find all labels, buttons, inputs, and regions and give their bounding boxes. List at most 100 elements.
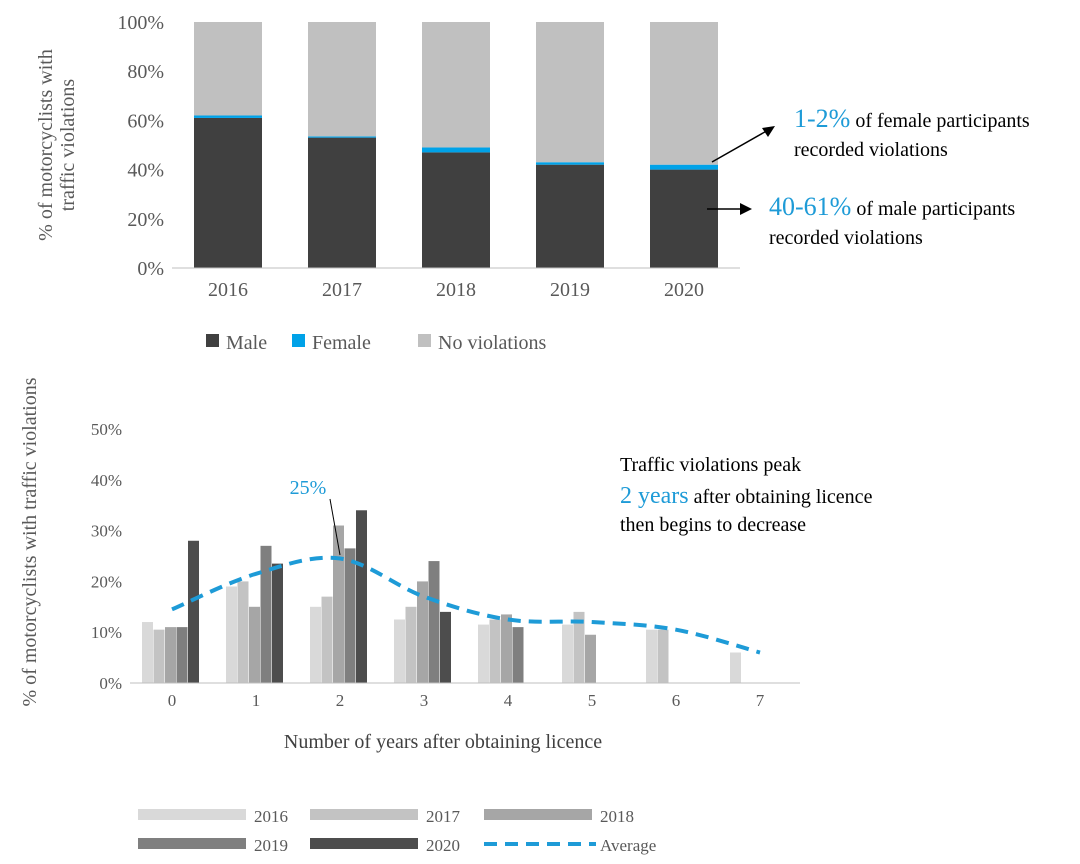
top-x-tick-label: 2016	[208, 279, 248, 301]
peak-annotation-text: after obtaining licence	[689, 486, 873, 508]
bottom-legend-swatch	[484, 809, 592, 820]
male-annotation-highlight: 40-61%	[769, 192, 851, 221]
female-bar-segment	[308, 136, 376, 138]
male-bar-segment	[422, 152, 490, 268]
peak-label: 25%	[290, 477, 327, 499]
top-legend-swatch	[206, 334, 219, 347]
peak-annotation-highlight: 2 years	[620, 483, 689, 509]
top-x-tick-label: 2017	[322, 279, 362, 301]
bar-2020	[188, 540, 199, 683]
top-y-tick-label: 100%	[117, 12, 164, 34]
bar-2016	[478, 624, 489, 683]
bar-2019	[344, 548, 356, 683]
bar-2020	[272, 563, 283, 683]
bar-2016	[562, 624, 573, 683]
no-violations-bar-segment	[422, 22, 490, 148]
female-annotation-text: of female participants	[850, 110, 1030, 132]
male-bar-segment	[536, 164, 604, 268]
bottom-y-axis-title: % of motorcyclists with traffic violatio…	[19, 377, 41, 706]
bar-2017	[321, 596, 333, 683]
bottom-x-tick-label: 1	[252, 691, 261, 710]
female-bar-segment	[194, 115, 262, 118]
bar-2017	[657, 629, 669, 683]
top-y-tick-label: 60%	[127, 110, 164, 132]
male-annotation-line1: 40-61% of male participants	[769, 192, 1015, 221]
male-annotation-line2: recorded violations	[769, 227, 923, 249]
bar-2019	[512, 627, 524, 683]
female-annotation-arrow	[711, 128, 771, 163]
stacked-bar-chart: % of motorcyclists withtraffic violation…	[35, 12, 1030, 354]
average-line	[171, 555, 761, 655]
bar-2020	[440, 611, 451, 683]
bar-2018	[585, 634, 596, 683]
peak-annotation-line2: 2 years after obtaining licence	[620, 483, 873, 509]
bar-2019	[176, 627, 188, 683]
bottom-legend-label: 2018	[600, 807, 634, 826]
female-annotation-line2: recorded violations	[794, 139, 948, 161]
peak-label-leader	[329, 498, 341, 556]
top-y-tick-label: 0%	[137, 258, 164, 280]
bottom-y-tick-label: 20%	[91, 572, 122, 591]
bottom-x-tick-label: 5	[588, 691, 597, 710]
bottom-x-tick-label: 7	[756, 691, 765, 710]
bar-2016	[646, 629, 657, 683]
bottom-legend-label: 2019	[254, 836, 288, 855]
bottom-y-tick-label: 0%	[99, 674, 122, 693]
top-legend-swatch	[292, 334, 305, 347]
male-annotation-arrowhead	[740, 203, 752, 215]
female-bar-segment	[422, 147, 490, 153]
top-x-tick-label: 2018	[436, 279, 476, 301]
no-violations-bar-segment	[308, 22, 376, 137]
bottom-y-tick-label: 10%	[91, 623, 122, 642]
bottom-x-tick-label: 2	[336, 691, 345, 710]
top-legend-swatch	[418, 334, 431, 347]
average-legend-label: Average	[600, 836, 656, 855]
bar-2017	[153, 629, 165, 683]
bottom-legend-swatch	[138, 809, 246, 820]
x-axis-title: Number of years after obtaining licence	[284, 731, 602, 753]
bar-2016	[310, 606, 321, 683]
female-annotation-arrowhead	[762, 126, 775, 137]
bar-2017	[573, 611, 585, 683]
female-annotation-highlight: 1-2%	[794, 104, 850, 133]
bar-2018	[501, 614, 512, 683]
top-legend-label: Male	[226, 332, 267, 354]
bottom-legend-swatch	[310, 809, 418, 820]
bottom-legend: 2016 2017 2018 2019 2020 Average	[138, 807, 656, 855]
bottom-legend-label: 2016	[254, 807, 288, 826]
bottom-x-tick-label: 3	[420, 691, 429, 710]
bar-2016	[226, 586, 237, 683]
male-annotation-text: of male participants	[851, 198, 1015, 220]
bar-2017	[405, 606, 417, 683]
top-y-tick-label: 20%	[127, 209, 164, 231]
bottom-x-tick-label: 0	[168, 691, 177, 710]
bottom-legend-label: 2020	[426, 836, 460, 855]
bar-2018	[165, 627, 176, 683]
female-bar-segment	[536, 162, 604, 165]
bar-2018	[333, 525, 344, 683]
bar-2018	[249, 606, 260, 683]
top-y-tick-label: 80%	[127, 61, 164, 83]
top-legend-label: Female	[312, 332, 371, 354]
bar-2017	[489, 619, 501, 683]
bottom-y-tick-label: 40%	[91, 471, 122, 490]
bar-2016	[394, 619, 405, 683]
bottom-legend-label: 2017	[426, 807, 461, 826]
top-y-axis-title-line1: % of motorcyclists withtraffic violation…	[35, 49, 79, 241]
top-x-tick-label: 2019	[550, 279, 590, 301]
peak-annotation-line1: Traffic violations peak	[620, 454, 801, 476]
bar-2017	[237, 581, 249, 683]
top-y-axis-title-part1: % of motorcyclists with	[35, 49, 57, 241]
male-bar-segment	[194, 117, 262, 268]
bar-2019	[428, 561, 440, 683]
male-bar-segment	[650, 169, 718, 268]
bar-2018	[417, 581, 428, 683]
male-bar-segment	[308, 137, 376, 268]
top-legend-label: No violations	[438, 332, 547, 354]
female-annotation-line1: 1-2% of female participants	[794, 104, 1030, 133]
bottom-legend-swatch	[310, 838, 418, 849]
peak-annotation-line3: then begins to decrease	[620, 514, 806, 536]
top-x-tick-label: 2020	[664, 279, 704, 301]
grouped-bar-chart: % of motorcyclists with traffic violatio…	[19, 377, 873, 855]
no-violations-bar-segment	[650, 22, 718, 165]
